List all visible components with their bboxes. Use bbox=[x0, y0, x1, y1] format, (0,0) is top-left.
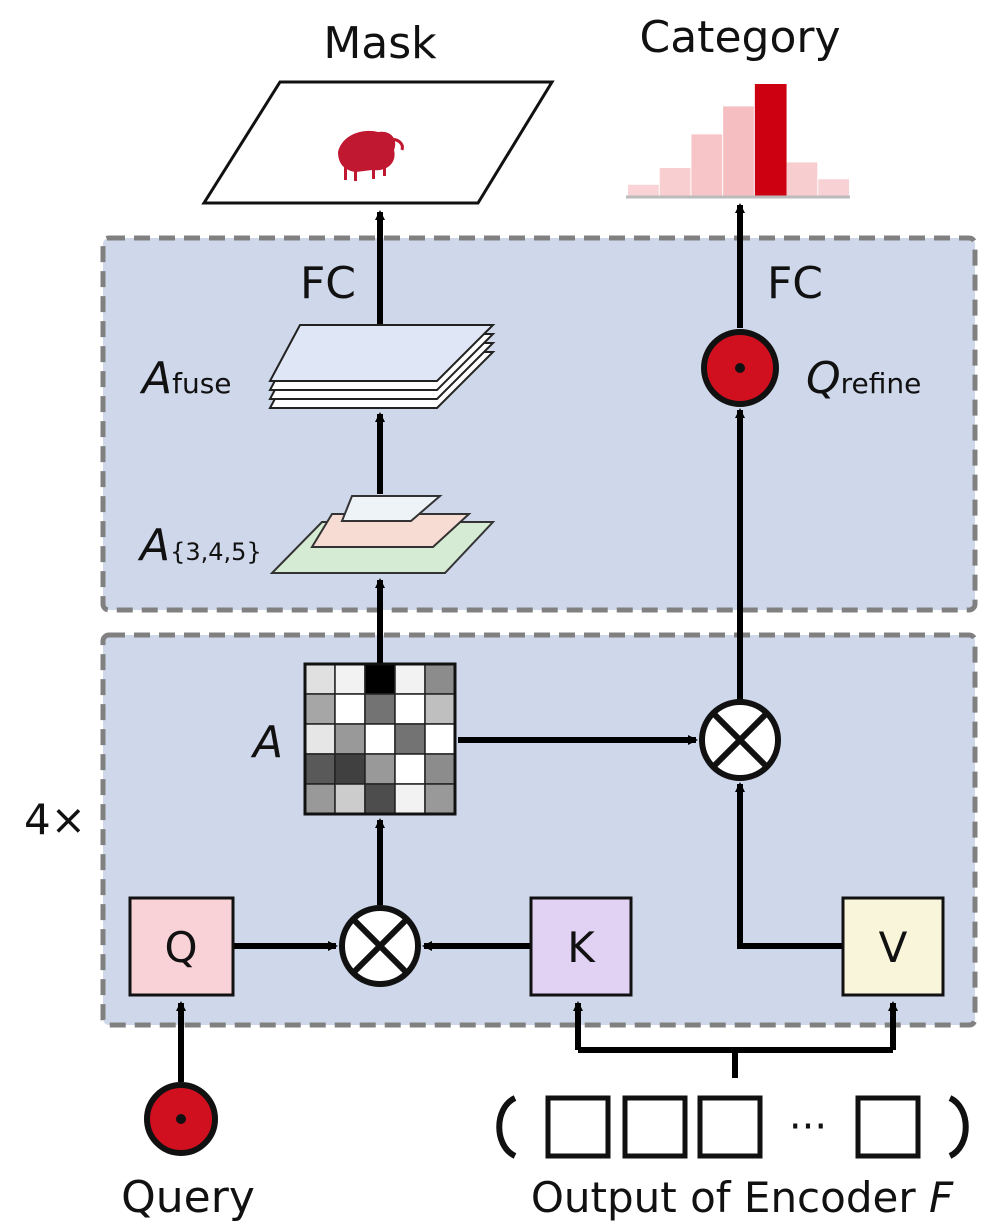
multiply-node-left bbox=[339, 905, 421, 987]
query-token bbox=[144, 1082, 218, 1156]
attention-cell bbox=[364, 753, 396, 785]
encoder-output-label: Output of Encoder F bbox=[531, 1173, 954, 1222]
mask-output bbox=[201, 80, 555, 205]
attention-cell bbox=[394, 663, 426, 695]
q-box-label: Q bbox=[164, 923, 197, 972]
encoder-token bbox=[545, 1095, 611, 1159]
attention-cell bbox=[394, 783, 426, 815]
attention-cell bbox=[424, 693, 456, 725]
a-fuse-label: Afuse bbox=[139, 353, 232, 404]
attention-cell bbox=[304, 693, 336, 725]
encoder-output-sequence: ··· bbox=[496, 1095, 969, 1159]
repeat-label: 4× bbox=[24, 795, 86, 844]
attention-cell bbox=[364, 783, 396, 815]
attention-cell bbox=[394, 693, 426, 725]
attention-cell bbox=[304, 723, 336, 755]
attention-cell bbox=[334, 723, 366, 755]
histogram-bar bbox=[723, 106, 754, 196]
fc-left-label: FC bbox=[300, 258, 356, 309]
mask-silhouette-icon bbox=[338, 130, 404, 181]
k-box-label: K bbox=[567, 923, 596, 972]
histogram-bar bbox=[628, 184, 659, 196]
attention-matrix bbox=[303, 662, 457, 816]
ellipsis: ··· bbox=[789, 1104, 827, 1150]
q-box bbox=[128, 896, 235, 997]
histogram-bar bbox=[818, 179, 849, 196]
mask-label: Mask bbox=[323, 18, 437, 69]
encoder-token bbox=[697, 1095, 763, 1159]
attention-matrix-label: A bbox=[250, 717, 283, 768]
a-multiscale-stack bbox=[269, 495, 496, 574]
multiply-node-right bbox=[699, 699, 781, 781]
q-refine-label: Qrefine bbox=[806, 353, 921, 404]
k-box bbox=[529, 896, 633, 997]
attention-cell bbox=[394, 753, 426, 785]
attention-cell bbox=[424, 663, 456, 695]
attention-cell bbox=[334, 693, 366, 725]
attention-cell bbox=[424, 783, 456, 815]
attention-cell bbox=[364, 693, 396, 725]
histogram-bar bbox=[659, 168, 691, 196]
attention-cell bbox=[334, 783, 366, 815]
attention-cell bbox=[304, 753, 336, 785]
attention-cell bbox=[334, 663, 366, 695]
v-box-label: V bbox=[879, 923, 908, 972]
encoder-token bbox=[855, 1095, 921, 1159]
encoder-token bbox=[622, 1095, 688, 1159]
attention-cell bbox=[394, 723, 426, 755]
attention-cell bbox=[364, 723, 396, 755]
fc-right-label: FC bbox=[767, 258, 823, 309]
attention-matrix-border bbox=[303, 662, 457, 816]
attention-cell bbox=[364, 663, 396, 695]
histogram-bar bbox=[786, 162, 818, 196]
a-fuse-stack bbox=[268, 324, 496, 409]
v-box bbox=[841, 896, 945, 997]
query-label: Query bbox=[121, 1172, 255, 1223]
attention-cell bbox=[424, 723, 456, 755]
a-multiscale-label: A{3,4,5} bbox=[137, 520, 262, 571]
category-label: Category bbox=[640, 12, 841, 63]
category-histogram bbox=[628, 84, 849, 196]
histogram-bar bbox=[691, 134, 723, 196]
right-paren-icon bbox=[948, 1095, 969, 1159]
attention-cell bbox=[334, 753, 366, 785]
attention-cell bbox=[424, 753, 456, 785]
left-paren-icon bbox=[496, 1095, 517, 1159]
attention-cell bbox=[304, 783, 336, 815]
attention-cell bbox=[304, 663, 336, 695]
arrow-v-to-multiply-right bbox=[735, 782, 843, 949]
q-refine-token bbox=[701, 329, 779, 407]
histogram-bar bbox=[754, 84, 787, 196]
